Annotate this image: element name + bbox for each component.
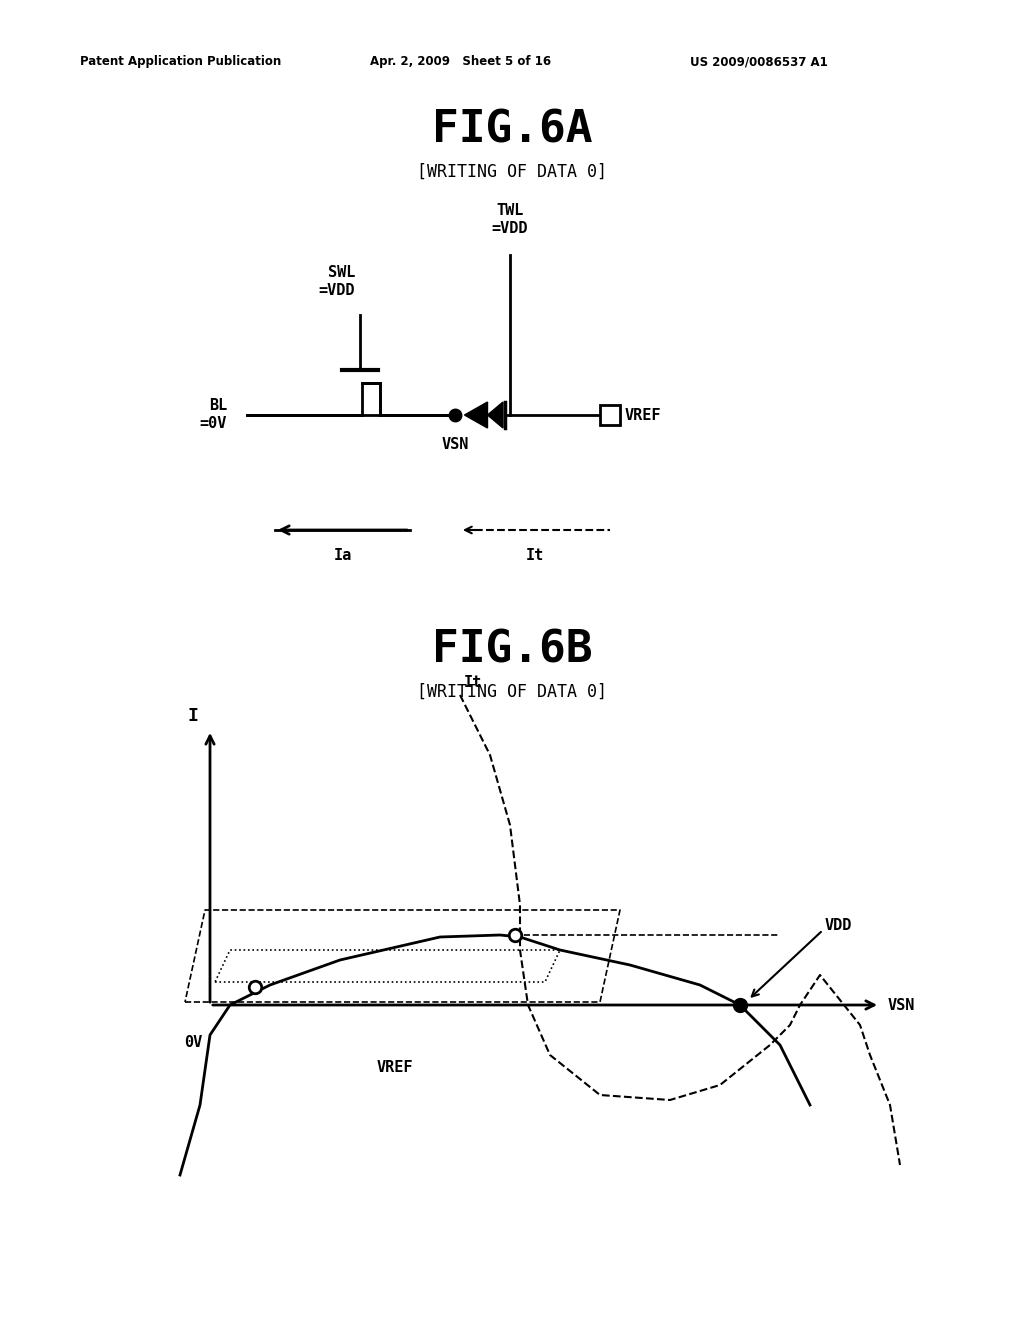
Text: It: It: [464, 675, 482, 690]
Text: =VDD: =VDD: [318, 282, 355, 298]
Polygon shape: [487, 403, 503, 428]
Text: Ia: Ia: [334, 548, 351, 564]
Text: =0V: =0V: [200, 416, 227, 432]
Text: It: It: [526, 548, 544, 564]
Bar: [600, 405, 620, 425]
Text: FIG.6A: FIG.6A: [432, 108, 592, 152]
Text: TWL: TWL: [497, 203, 523, 218]
Text: [WRITING OF DATA 0]: [WRITING OF DATA 0]: [417, 682, 607, 701]
Text: Patent Application Publication: Patent Application Publication: [80, 55, 282, 69]
Text: VSN: VSN: [888, 998, 915, 1012]
Text: VSN: VSN: [441, 437, 469, 451]
Text: BL: BL: [209, 399, 227, 413]
Text: VDD: VDD: [825, 917, 852, 932]
Text: FIG.6B: FIG.6B: [432, 628, 592, 672]
Text: SWL: SWL: [328, 265, 355, 280]
Text: [WRITING OF DATA 0]: [WRITING OF DATA 0]: [417, 162, 607, 181]
Text: US 2009/0086537 A1: US 2009/0086537 A1: [690, 55, 827, 69]
Text: VREF: VREF: [625, 408, 662, 422]
Text: =VDD: =VDD: [492, 220, 528, 236]
Text: 0V: 0V: [183, 1035, 202, 1049]
Text: Apr. 2, 2009   Sheet 5 of 16: Apr. 2, 2009 Sheet 5 of 16: [370, 55, 551, 69]
Text: VREF: VREF: [377, 1060, 414, 1074]
Polygon shape: [465, 403, 487, 428]
Text: I: I: [187, 708, 198, 725]
